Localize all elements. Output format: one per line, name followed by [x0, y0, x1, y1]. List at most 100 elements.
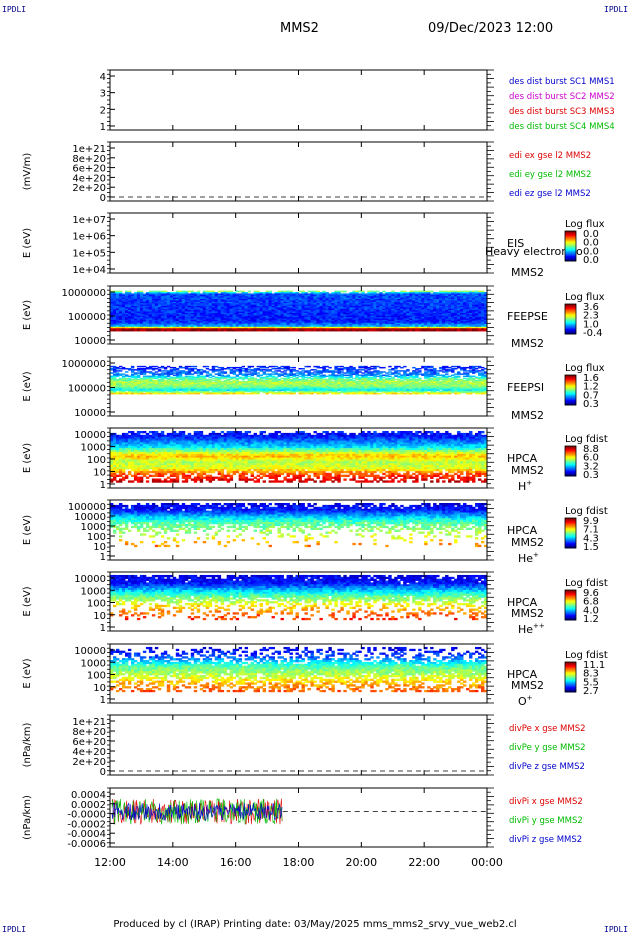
time-axis-label: 20:00 [345, 856, 377, 869]
y-tick-label: 1 [100, 695, 106, 706]
legend-entry: des dist burst SC1 MMS1 [509, 77, 615, 87]
colorbar-p9 [565, 662, 576, 693]
spectrogram-p8 [110, 575, 487, 620]
y-tick-label: 3 [100, 89, 106, 100]
y-tick-label: 1 [100, 552, 106, 563]
colorbar-p6 [565, 446, 576, 477]
legend-entry: edi ey gse l2 MMS2 [509, 170, 591, 180]
legend-entry: des dist burst SC2 MMS2 [509, 92, 615, 102]
spacecraft-label: MMS2 [511, 536, 544, 549]
y-tick-label: 1e+07 [72, 215, 106, 226]
spacecraft-label: MMS2 [511, 409, 544, 422]
colorbar-p5 [565, 375, 576, 406]
colorbar-tick-label: 1.2 [583, 614, 599, 625]
legend-entry: divPi y gse MMS2 [509, 816, 583, 826]
y-tick-label: 10000 [74, 574, 106, 585]
spacecraft-label: MMS2 [511, 679, 544, 692]
colorbar-tick-label: 2.7 [583, 686, 599, 697]
y-axis-label: E (eV) [22, 515, 33, 545]
spectrogram-p5 [110, 366, 487, 395]
panel-frame-p1 [110, 70, 487, 130]
time-axis-label: 12:00 [94, 856, 126, 869]
time-axis-label: 00:00 [471, 856, 503, 869]
species-label: H+ [518, 479, 532, 493]
time-axis-label: 16:00 [220, 856, 252, 869]
instrument-label: FEEPSI [507, 381, 544, 394]
legend-entry: divPi x gse MMS2 [509, 797, 583, 807]
legend-entry: edi ez gse l2 MMS2 [509, 189, 591, 199]
y-tick-label: 1e+06 [72, 232, 106, 243]
y-axis-label: E (eV) [22, 586, 33, 616]
y-tick-label: 100 [87, 671, 106, 682]
y-tick-label: 100000 [68, 384, 106, 395]
instrument-label: FEEPSE [507, 310, 548, 323]
legend-entry: des dist burst SC3 MMS3 [509, 107, 615, 117]
panel-frame-p3 [110, 213, 487, 273]
y-tick-label: 1000 [81, 658, 106, 669]
legend-entry: des dist burst SC4 MMS4 [509, 122, 615, 132]
y-tick-label: 2 [100, 105, 106, 116]
colorbar-p3 [565, 231, 576, 262]
legend-entry: edi ex gse l2 MMS2 [509, 151, 591, 161]
footer-credit: Produced by cl (IRAP) Printing date: 03/… [0, 919, 630, 930]
y-axis-label: E (eV) [22, 300, 33, 330]
panel-frame-p2 [110, 142, 487, 201]
colorbar-p4 [565, 304, 576, 335]
y-tick-label: 4 [100, 72, 106, 83]
y-tick-label: 1 [100, 480, 106, 491]
legend-entry: divPi z gse MMS2 [509, 835, 582, 845]
y-tick-label: 100000 [68, 312, 106, 323]
spectrogram-p6 [110, 431, 487, 483]
colorbar-p7 [565, 518, 576, 549]
time-axis-label: 14:00 [157, 856, 189, 869]
y-tick-label: 100 [87, 455, 106, 466]
y-axis-label: E (eV) [22, 228, 33, 258]
y-tick-label: 10 [93, 468, 106, 479]
y-tick-label: 0 [100, 193, 106, 204]
y-axis-label: (nPa/km) [22, 795, 33, 840]
y-tick-label: 1 [100, 623, 106, 634]
y-tick-label: 1e+04 [72, 265, 106, 276]
spacecraft-label: MMS2 [511, 266, 544, 279]
mms2-summary-plot: 4 3 2 1 des dist burst SC1 MMS1 des dist burs… [0, 0, 630, 915]
y-tick-label: 10000 [74, 408, 106, 419]
y-tick-label: 0 [100, 767, 106, 778]
y-tick-label: 10000 [74, 336, 106, 347]
species-label: O+ [518, 694, 533, 708]
colorbar-p8 [565, 590, 576, 621]
y-tick-label: 1e+05 [72, 248, 106, 259]
colorbar-tick-label: -0.4 [583, 328, 603, 339]
y-axis-label: (mV/m) [22, 153, 33, 191]
colorbar-tick-label: 1.5 [583, 542, 599, 553]
colorbar-tick-label: 0.0 [583, 255, 599, 266]
legend-entry: divPe x gse MMS2 [509, 724, 586, 734]
y-tick-label: -0.0006 [67, 839, 106, 850]
colorbar-tick-label: 0.3 [583, 470, 599, 481]
y-axis-label: (nPa/km) [22, 723, 33, 768]
y-axis-label: E (eV) [22, 443, 33, 473]
legend-entry: divPe y gse MMS2 [509, 743, 586, 753]
species-label: He++ [518, 622, 545, 636]
y-tick-label: 10000 [74, 646, 106, 657]
colorbar-tick-label: 0.3 [583, 399, 599, 410]
y-tick-label: 10000 [74, 430, 106, 441]
spectrogram-p7 [110, 503, 487, 547]
panel-frame-p10 [110, 715, 487, 775]
y-tick-label: 10 [93, 611, 106, 622]
spacecraft-label: MMS2 [511, 337, 544, 350]
y-tick-label: 10 [93, 683, 106, 694]
time-axis-label: 18:00 [283, 856, 315, 869]
spectrogram-p9 [110, 647, 487, 692]
y-tick-label: 100 [87, 599, 106, 610]
y-axis-label: E (eV) [22, 658, 33, 688]
y-tick-label: 1000 [81, 443, 106, 454]
time-axis-label: 22:00 [408, 856, 440, 869]
y-tick-label: 1000000 [61, 359, 106, 370]
y-tick-label: 1000000 [61, 288, 106, 299]
legend-entry: divPe z gse MMS2 [509, 762, 585, 772]
y-tick-label: 1000 [81, 586, 106, 597]
y-tick-label: 1 [100, 122, 106, 133]
spacecraft-label: MMS2 [511, 464, 544, 477]
spacecraft-label: MMS2 [511, 607, 544, 620]
y-axis-label: E (eV) [22, 371, 33, 401]
